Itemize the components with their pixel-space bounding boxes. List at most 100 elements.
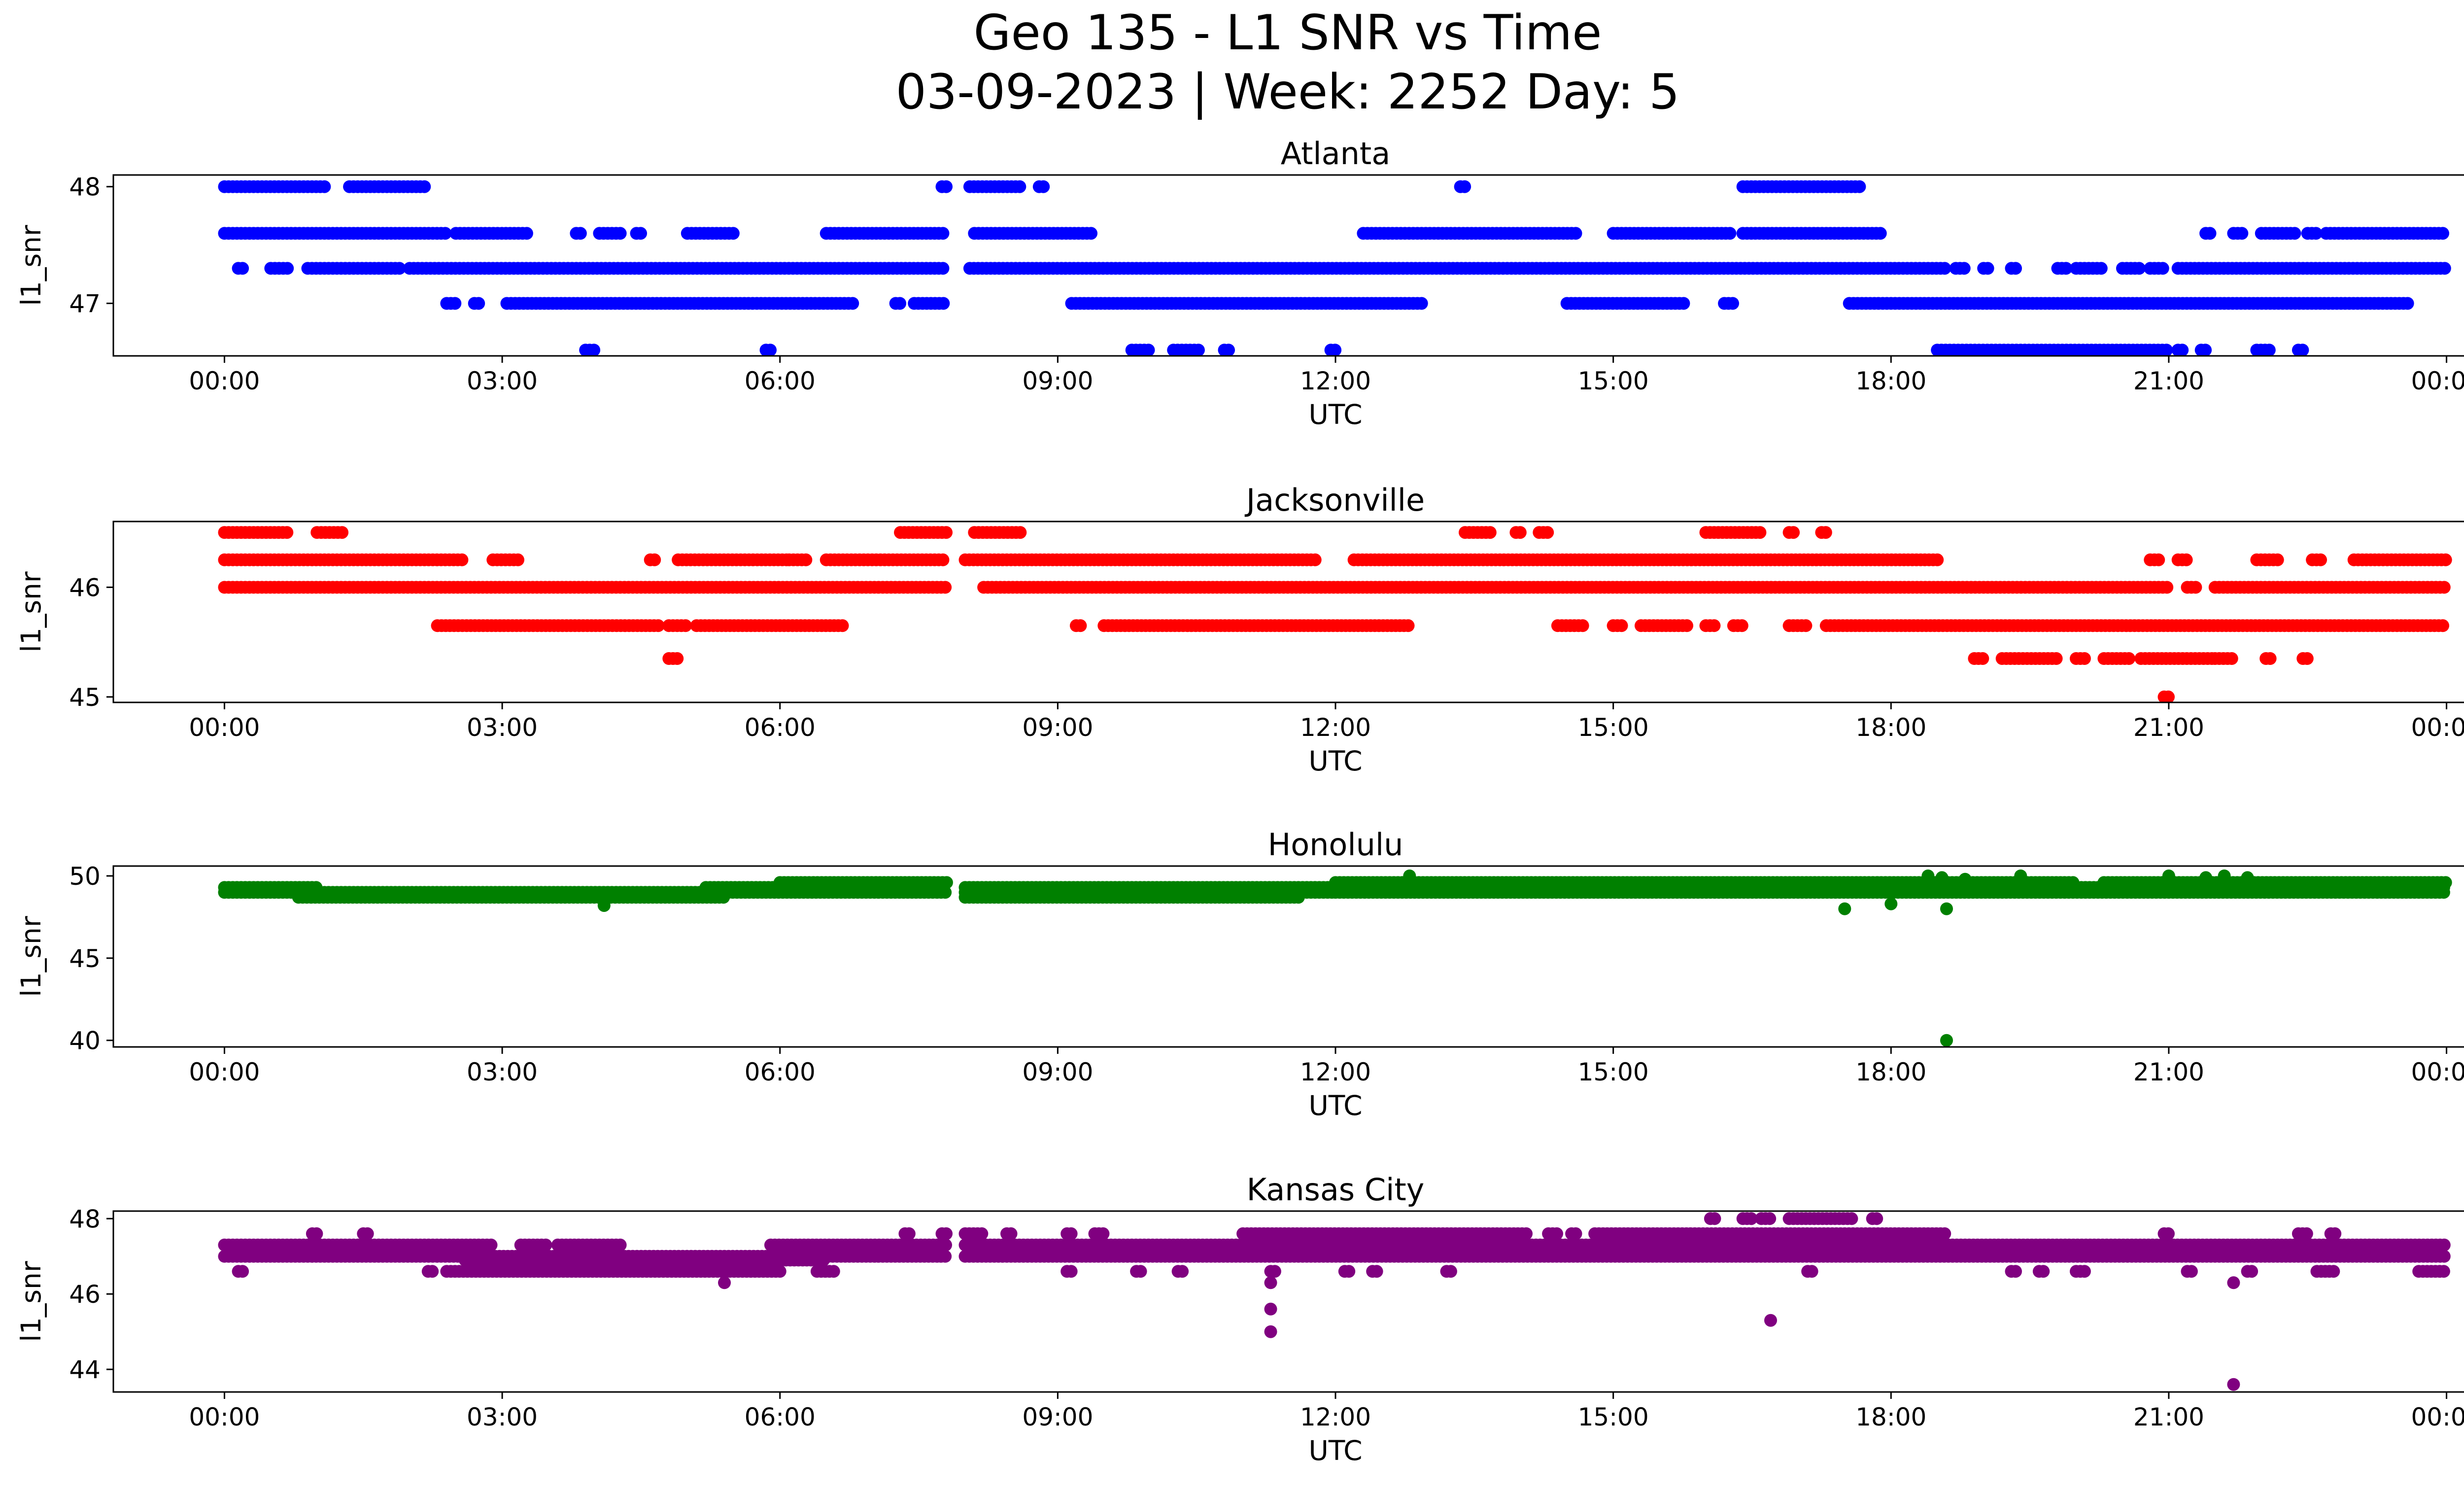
data-point xyxy=(236,262,249,275)
x-tick-label: 21:00 xyxy=(2133,713,2204,742)
data-point xyxy=(587,344,601,356)
data-point xyxy=(1940,1034,1953,1047)
x-tick-label: 21:00 xyxy=(2133,367,2204,395)
y-tick-label: 45 xyxy=(69,944,101,973)
data-point xyxy=(2094,262,2108,275)
x-axis-label: UTC xyxy=(1308,745,1362,777)
data-point xyxy=(1458,180,1472,193)
data-point xyxy=(1838,902,1851,915)
data-point xyxy=(2218,869,2231,882)
data-point xyxy=(2439,553,2452,566)
data-point xyxy=(520,227,533,240)
data-point xyxy=(937,297,950,310)
x-tick-label: 12:00 xyxy=(1300,367,1371,395)
data-point xyxy=(2263,652,2277,665)
data-point xyxy=(1192,344,1205,356)
y-tick-label: 40 xyxy=(69,1027,101,1055)
y-tick-label: 50 xyxy=(69,862,101,891)
data-point xyxy=(1935,871,1949,884)
data-point xyxy=(2203,227,2217,240)
data-point xyxy=(318,180,331,193)
data-point xyxy=(1799,619,1813,632)
data-point xyxy=(1921,869,1935,882)
data-point xyxy=(310,1227,323,1240)
data-point xyxy=(448,297,462,310)
data-point xyxy=(1004,1227,1018,1240)
data-point xyxy=(539,1238,552,1252)
data-point xyxy=(1064,1227,1078,1240)
data-point xyxy=(846,297,859,310)
x-tick-label: 12:00 xyxy=(1300,1058,1371,1086)
data-point xyxy=(1541,526,1554,539)
data-point xyxy=(2199,344,2212,356)
data-point xyxy=(902,1227,916,1240)
data-point xyxy=(764,344,777,356)
data-point xyxy=(2439,876,2452,889)
figure-title-line1: Geo 135 - L1 SNR vs Time xyxy=(974,5,1602,61)
data-point xyxy=(648,553,661,566)
data-point xyxy=(2014,869,2027,882)
data-point xyxy=(472,297,485,310)
data-point xyxy=(2436,619,2449,632)
data-point xyxy=(2438,262,2451,275)
x-tick-label: 18:00 xyxy=(1855,1058,1926,1086)
data-point xyxy=(936,262,950,275)
y-axis-label: l1_snr xyxy=(15,225,47,306)
data-point xyxy=(2314,553,2327,566)
data-point xyxy=(2401,297,2414,310)
data-point xyxy=(2152,553,2165,566)
data-point xyxy=(1957,262,1971,275)
data-point xyxy=(281,262,294,275)
data-point xyxy=(512,553,524,566)
y-axis-label: l1_snr xyxy=(15,916,47,997)
data-point xyxy=(2189,581,2202,594)
data-point xyxy=(614,1238,627,1252)
data-point xyxy=(975,1227,989,1240)
subplot-title: Jacksonville xyxy=(1244,482,1425,518)
subplot-title: Atlanta xyxy=(1281,136,1390,172)
data-point xyxy=(936,227,950,240)
x-tick-label: 03:00 xyxy=(467,367,538,395)
data-point xyxy=(2078,652,2091,665)
data-point xyxy=(597,899,611,912)
x-tick-label: 00:00 xyxy=(2411,1058,2464,1086)
data-point xyxy=(1550,1227,1563,1240)
x-tick-label: 21:00 xyxy=(2133,1058,2204,1086)
y-tick-label: 46 xyxy=(69,573,101,602)
data-point xyxy=(1938,262,1951,275)
data-point xyxy=(2009,262,2022,275)
data-point xyxy=(361,1227,374,1240)
data-point xyxy=(1520,1227,1533,1240)
data-point xyxy=(2162,1227,2175,1240)
x-tick-label: 03:00 xyxy=(467,1058,538,1086)
data-point xyxy=(2176,344,2189,356)
scatter-points xyxy=(218,180,2451,356)
data-point xyxy=(1403,869,1416,882)
data-point xyxy=(1787,526,1800,539)
data-point xyxy=(2241,871,2254,884)
data-point xyxy=(1819,526,1832,539)
data-point xyxy=(1940,902,1953,915)
data-point xyxy=(1308,553,1322,566)
data-point xyxy=(1723,227,1737,240)
data-point xyxy=(1938,1227,1951,1240)
x-tick-label: 06:00 xyxy=(745,367,816,395)
data-point xyxy=(940,180,953,193)
scatter-points xyxy=(218,869,2452,1047)
x-tick-label: 03:00 xyxy=(467,713,538,742)
data-point xyxy=(1014,526,1027,539)
data-point xyxy=(939,886,952,899)
data-point xyxy=(2162,869,2175,882)
x-axis-label: UTC xyxy=(1308,399,1362,430)
data-point xyxy=(836,619,849,632)
figure-title-line2: 03-09-2023 | Week: 2252 Day: 5 xyxy=(896,64,1680,120)
data-point xyxy=(2132,262,2146,275)
data-point xyxy=(1402,619,1415,632)
data-point xyxy=(439,227,452,240)
data-point xyxy=(1013,180,1027,193)
data-point xyxy=(2225,652,2238,665)
